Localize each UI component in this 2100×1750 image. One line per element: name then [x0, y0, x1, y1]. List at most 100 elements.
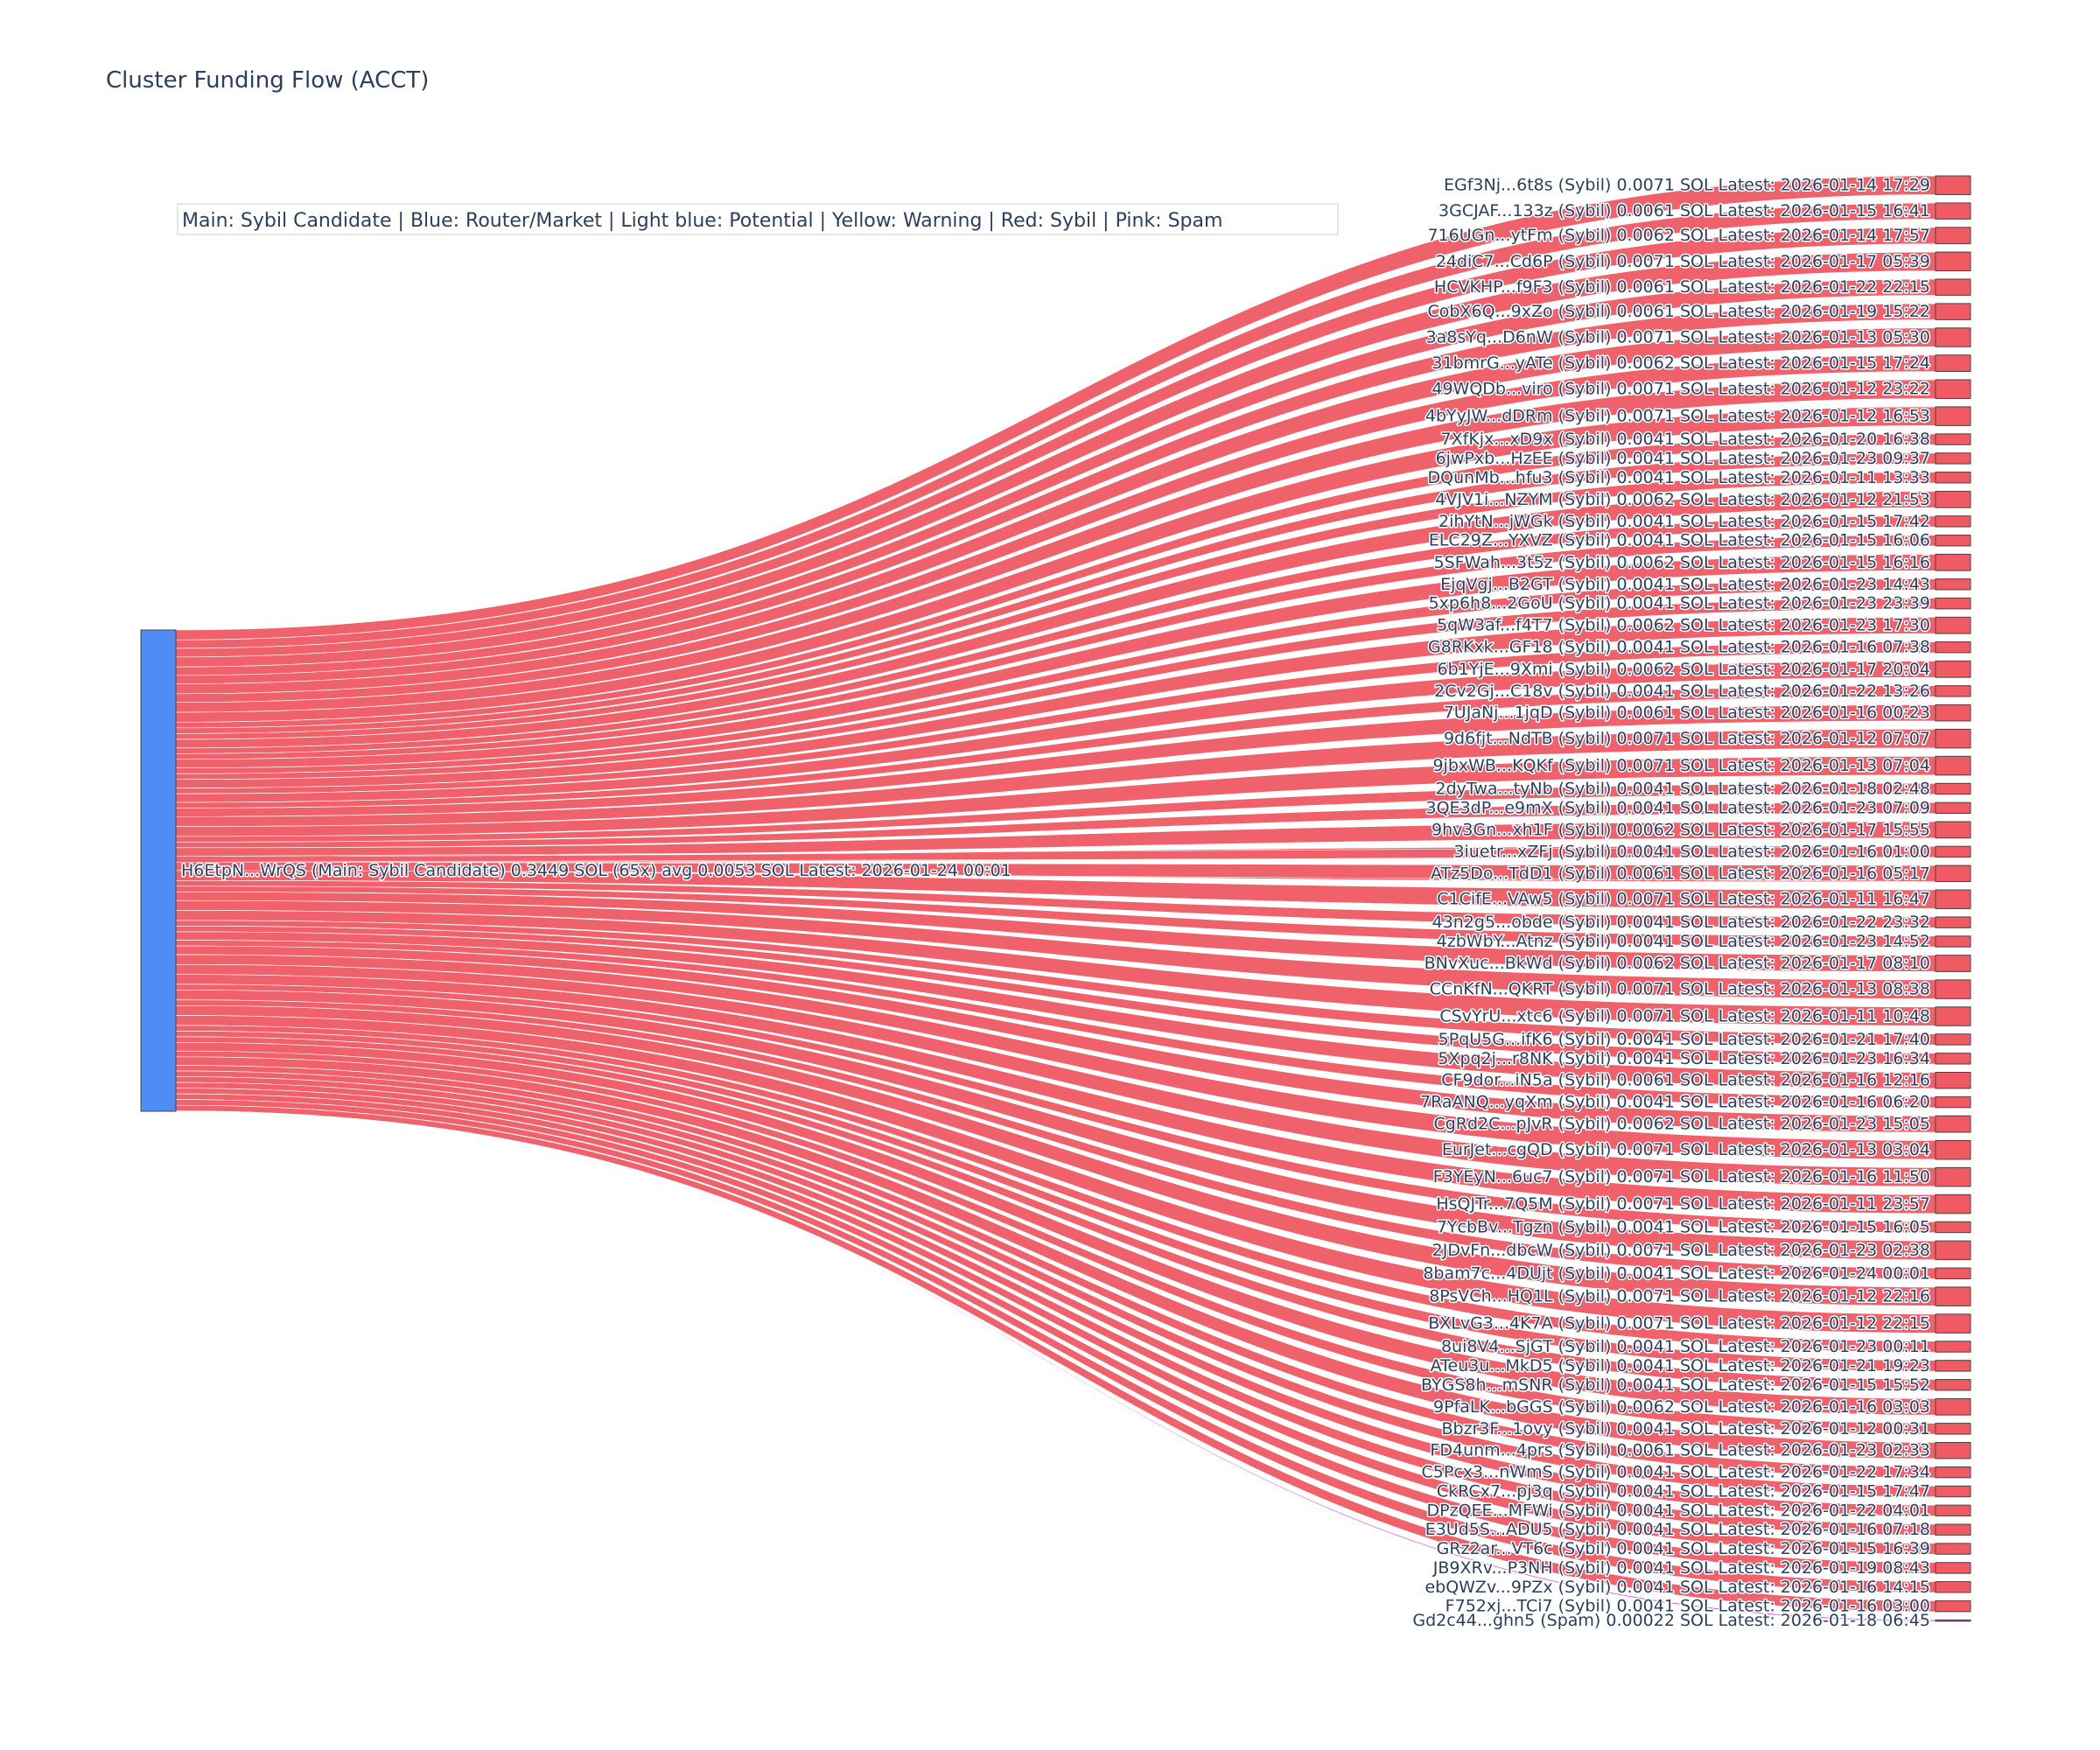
node-target-716ugnytfm[interactable] [1935, 227, 1971, 245]
node-target-4zbwbyatnz[interactable] [1935, 935, 1971, 948]
node-target-bbzr3f1ovy[interactable] [1935, 1423, 1971, 1435]
node-target-ejqvgjb2gt[interactable] [1935, 578, 1971, 591]
node-target-hsqjtr7q5m[interactable] [1935, 1194, 1971, 1214]
node-target-grz2arvt6c[interactable] [1935, 1543, 1971, 1555]
node-target-bygs8hmsnr[interactable] [1935, 1379, 1971, 1391]
node-target-5pqu5gifk6[interactable] [1935, 1033, 1971, 1046]
node-target-2ihytnjwgk[interactable] [1935, 515, 1971, 528]
node-target-8psvchhq1l[interactable] [1935, 1286, 1971, 1306]
node-target-9hv3gnxh1f[interactable] [1935, 821, 1971, 839]
node-target-49wqdbviro[interactable] [1935, 379, 1971, 399]
node-target-5xpq2jr8nk[interactable] [1935, 1053, 1971, 1065]
node-target-hcvkhpf9f3[interactable] [1935, 278, 1971, 296]
label-halo: 8ui8V4...SjGT (Sybil) 0.0041 SOL Latest:… [1441, 1337, 1930, 1356]
node-target-gd2c44ghn5[interactable] [1935, 1619, 1971, 1622]
label-target-4zbwbyatnz: 4zbWbY...Atnz (Sybil) 0.0041 SOL Latest:… [1437, 932, 1930, 951]
node-target-g8rkxkgf18[interactable] [1935, 641, 1971, 654]
node-target-e3ud5sadu5[interactable] [1935, 1523, 1971, 1536]
label-target-bxlvg34k7a: BXLvG3...4K7A (Sybil) 0.0071 SOL Latest:… [1428, 1314, 1930, 1334]
label-halo: CgRd2C...pJvR (Sybil) 0.0062 SOL Latest:… [1433, 1115, 1930, 1134]
node-target-f752xjtci7[interactable] [1935, 1600, 1971, 1613]
label-halo: F3YEyN...6uc7 (Sybil) 0.0071 SOL Latest:… [1433, 1167, 1930, 1186]
node-target-7ujanj1jqd[interactable] [1935, 704, 1971, 722]
node-target-6jwpxbhzee[interactable] [1935, 452, 1971, 465]
label-target-eurjetcgqd: EurJet...cgQD (Sybil) 0.0071 SOL Latest:… [1442, 1140, 1930, 1159]
label-halo: 5qW3af...f4T7 (Sybil) 0.0062 SOL Latest:… [1437, 616, 1930, 635]
node-target-f3yeyn6uc7[interactable] [1935, 1166, 1971, 1187]
label-target-2cv2gjc18v: 2Cv2Gj...C18v (Sybil) 0.0041 SOL Latest:… [1434, 682, 1930, 701]
node-target-3qe3dpe9mx[interactable] [1935, 802, 1971, 815]
node-target-ateu3umkd5[interactable] [1935, 1360, 1971, 1372]
label-halo: 2dyTwa...tyNb (Sybil) 0.0041 SOL Latest:… [1436, 779, 1930, 798]
label-halo: 5xp6h8...2GoU (Sybil) 0.0041 SOL Latest:… [1429, 594, 1930, 613]
label-target-2dytwatynb: 2dyTwa...tyNb (Sybil) 0.0041 SOL Latest:… [1436, 779, 1930, 798]
node-labels: EGf3Nj...6t8s (Sybil) 0.0071 SOL Latest:… [180, 174, 1932, 1631]
flow-links [175, 175, 1936, 1622]
node-target-3a8syqd6nw[interactable] [1935, 327, 1971, 347]
node-target-7ycbbvtgzn[interactable] [1935, 1221, 1971, 1234]
node-target-ccnkfnqkrt[interactable] [1935, 979, 1971, 999]
node-target-9pfalkbggs[interactable] [1935, 1397, 1971, 1416]
node-target-5qw3aff4t7[interactable] [1935, 616, 1971, 634]
link-target-2jdvfndbcw[interactable] [175, 990, 1936, 1260]
node-target-3iuetrxzfj[interactable] [1935, 845, 1971, 858]
node-target-ebqwzv9pzx[interactable] [1935, 1581, 1971, 1593]
node-target-7xfkjxxd9x[interactable] [1935, 433, 1971, 445]
node-target-2cv2gjc18v[interactable] [1935, 685, 1971, 697]
node-target-9d6fjtndtb[interactable] [1935, 728, 1971, 749]
node-target-bnvxucbkwd[interactable] [1935, 955, 1971, 972]
node-target-31bmrgyate[interactable] [1935, 354, 1971, 373]
node-target-8ui8v4sjgt[interactable] [1935, 1340, 1971, 1353]
label-target-dpzqeemfwi: DPzQEE...MFWi (Sybil) 0.0041 SOL Latest:… [1427, 1501, 1930, 1520]
node-target-dqunmbhfu3[interactable] [1935, 472, 1971, 484]
node-target-csvyruxtc6[interactable] [1935, 1006, 1971, 1026]
node-target-2dytwatynb[interactable] [1935, 782, 1971, 795]
label-target-ateu3umkd5: ATeu3u...MkD5 (Sybil) 0.0041 SOL Latest:… [1431, 1356, 1930, 1376]
node-target-cobx6q9xzo[interactable] [1935, 303, 1971, 320]
label-halo: ELC29Z...YXVZ (Sybil) 0.0041 SOL Latest:… [1429, 531, 1930, 550]
node-target-cf9dorin5a[interactable] [1935, 1071, 1971, 1089]
label-halo: 7RaANQ...yqXm (Sybil) 0.0041 SOL Latest:… [1420, 1093, 1930, 1112]
label-target-3iuetrxzfj: 3iuetr...xZFj (Sybil) 0.0041 SOL Latest:… [1453, 842, 1930, 861]
label-halo: BYGS8h...mSNR (Sybil) 0.0041 SOL Latest:… [1421, 1376, 1930, 1395]
label-halo: 2Cv2Gj...C18v (Sybil) 0.0041 SOL Latest:… [1434, 682, 1930, 701]
node-target-4vjv1inzym[interactable] [1935, 490, 1971, 508]
node-target-24dic7cd6p[interactable] [1935, 251, 1971, 272]
label-halo: DQunMb...hfu3 (Sybil) 0.0041 SOL Latest:… [1428, 468, 1930, 487]
source-label-halo: H6EtpN...WrQS (Main: Sybil Candidate) 0.… [181, 861, 1012, 880]
node-target-5xp6h82gou[interactable] [1935, 597, 1971, 610]
node-target-4byyjwddrm[interactable] [1935, 406, 1971, 426]
node-target-c5pcx3nwms[interactable] [1935, 1466, 1971, 1479]
node-target-cgrd2cpjvr[interactable] [1935, 1115, 1971, 1133]
node-target-egf3nj6t8s[interactable] [1935, 175, 1971, 195]
link-target-cgrd2cpjvr[interactable] [175, 945, 1936, 1133]
node-target-fd4unm4prs[interactable] [1935, 1441, 1971, 1460]
node-target-9jbxwbkqkf[interactable] [1935, 755, 1971, 776]
label-halo: CobX6Q...9xZo (Sybil) 0.0061 SOL Latest:… [1428, 302, 1930, 321]
node-target-dpzqeemfwi[interactable] [1935, 1504, 1971, 1517]
node-target-7raanqyqxm[interactable] [1935, 1096, 1971, 1109]
node-target-3gcjaf133z[interactable] [1935, 202, 1971, 220]
label-target-2ihytnjwgk: 2ihYtN...jWGk (Sybil) 0.0041 SOL Latest:… [1438, 512, 1930, 531]
source-label: H6EtpN...WrQS (Main: Sybil Candidate) 0.… [181, 861, 1012, 880]
node-target-2jdvfndbcw[interactable] [1935, 1240, 1971, 1261]
node-target-5sfwah3t5z[interactable] [1935, 553, 1971, 571]
node-target-ckrcx7pj3q[interactable] [1935, 1485, 1971, 1498]
label-target-4vjv1inzym: 4VJV1i...NZYM (Sybil) 0.0062 SOL Latest:… [1435, 490, 1930, 509]
node-target-eurjetcgqd[interactable] [1935, 1139, 1971, 1160]
node-target-c1cifevaw5[interactable] [1935, 889, 1971, 909]
label-target-31bmrgyate: 31bmrG...yATe (Sybil) 0.0062 SOL Latest:… [1432, 354, 1930, 373]
label-halo: CkRCx7...pj3q (Sybil) 0.0041 SOL Latest:… [1437, 1481, 1930, 1501]
node-target-bxlvg34k7a[interactable] [1935, 1313, 1971, 1334]
node-target-jb9xrvp3nh[interactable] [1935, 1562, 1971, 1574]
label-halo: 43n2g5...obde (Sybil) 0.0041 SOL Latest:… [1432, 913, 1930, 932]
node-target-43n2g5obde[interactable] [1935, 916, 1971, 928]
node-target-8bam7c4dujt[interactable] [1935, 1267, 1971, 1279]
node-target-atz5dotdd1[interactable] [1935, 864, 1971, 883]
label-halo: 716UGn...ytFm (Sybil) 0.0062 SOL Latest:… [1427, 226, 1930, 245]
label-halo: 3GCJAF...133z (Sybil) 0.0061 SOL Latest:… [1438, 201, 1930, 220]
node-target-elc29zyxvz[interactable] [1935, 535, 1971, 547]
node-target-6b1yje9xmi[interactable] [1935, 660, 1971, 678]
source-node[interactable] [140, 629, 177, 1112]
label-target-7ujanj1jqd: 7UJaNj...1jqD (Sybil) 0.0061 SOL Latest:… [1444, 704, 1930, 723]
